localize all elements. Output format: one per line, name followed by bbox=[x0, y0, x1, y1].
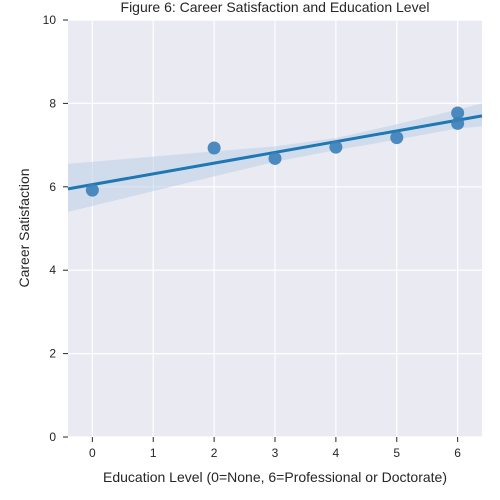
x-tick-label: 3 bbox=[272, 446, 279, 460]
x-tick-label: 1 bbox=[150, 446, 157, 460]
data-point bbox=[268, 151, 282, 165]
y-tick-label: 8 bbox=[49, 96, 56, 110]
data-point bbox=[85, 183, 99, 197]
x-tick-label: 0 bbox=[89, 446, 96, 460]
chart-title: Figure 6: Career Satisfaction and Educat… bbox=[121, 0, 430, 15]
y-axis-label: Career Satisfaction bbox=[16, 168, 32, 287]
y-tick-labels: 0 2 4 6 8 10 bbox=[43, 13, 68, 444]
y-tick-label: 10 bbox=[43, 13, 57, 27]
x-axis-label: Education Level (0=None, 6=Professional … bbox=[103, 469, 447, 485]
y-tick-label: 4 bbox=[49, 263, 56, 277]
x-tick-label: 5 bbox=[393, 446, 400, 460]
x-tick-label: 4 bbox=[333, 446, 340, 460]
y-tick-label: 2 bbox=[49, 347, 56, 361]
data-point bbox=[390, 131, 404, 145]
x-tick-labels: 0 1 2 3 4 5 6 bbox=[89, 437, 461, 460]
x-tick-label: 6 bbox=[454, 446, 461, 460]
data-point bbox=[451, 116, 465, 130]
y-tick-label: 0 bbox=[49, 430, 56, 444]
grid-lines bbox=[68, 19, 482, 438]
data-point bbox=[451, 106, 465, 120]
data-points bbox=[85, 106, 465, 197]
y-tick-label: 6 bbox=[49, 180, 56, 194]
data-point bbox=[207, 141, 221, 155]
data-point bbox=[329, 140, 343, 154]
x-tick-label: 2 bbox=[211, 446, 218, 460]
